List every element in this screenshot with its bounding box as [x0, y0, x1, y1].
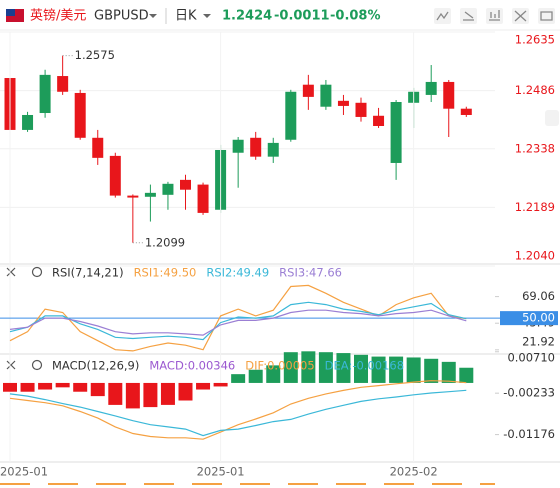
histogram-bar [90, 382, 105, 397]
candle-body [320, 84, 332, 107]
candle-body [180, 179, 191, 190]
x-tick-label: 2025-01 [197, 465, 245, 479]
candle-body [425, 81, 437, 95]
low-annotation: 1.2099 [145, 235, 185, 249]
histogram-bar [301, 351, 316, 383]
candle-body [285, 91, 297, 140]
candle-body [57, 76, 69, 92]
candle-body [302, 84, 314, 97]
histogram-bar [213, 382, 228, 387]
side-button[interactable] [545, 110, 559, 126]
legend-entry: DIF:0.00005 [245, 359, 314, 373]
histogram-bar [3, 382, 17, 392]
x-tick-label: 2025-01 [0, 465, 48, 479]
y-tick-label: 0.00710 [507, 351, 555, 365]
candle-body [250, 137, 262, 157]
candle-body [197, 184, 209, 213]
histogram-bar [38, 382, 53, 390]
histogram-bar [336, 353, 351, 383]
toolbar[interactable] [434, 8, 555, 24]
period[interactable]: 日K [175, 9, 197, 24]
legend-entry: RSI2:49.49 [206, 266, 269, 280]
symbol[interactable]: GBPUSD [94, 9, 149, 24]
candle-body [162, 183, 174, 195]
reference-label: 50.00 [522, 311, 555, 325]
candle-body [443, 81, 455, 109]
histogram-bar [108, 382, 123, 405]
y-tick-label: -0.01176 [503, 427, 555, 441]
candle-body [74, 92, 86, 138]
indicator-title: RSI(7,14,21) [52, 266, 124, 280]
y-tick-label: 1.2486 [515, 83, 555, 97]
histogram-bar [178, 382, 193, 401]
candle-body [373, 115, 385, 126]
candle-body [92, 137, 104, 158]
indicator-title: MACD(12,26,9) [52, 359, 139, 373]
series-line [9, 301, 467, 341]
histogram-bar [196, 382, 211, 390]
histogram-bar [125, 382, 140, 409]
candle-body [232, 139, 244, 153]
dropdown-arrow[interactable] [149, 14, 157, 18]
histogram-bar [389, 356, 404, 383]
change: -0.0011 [274, 9, 330, 24]
flag-icon [6, 9, 24, 22]
y-tick-label: 21.92 [522, 335, 555, 349]
dropdown-arrow[interactable] [203, 14, 211, 18]
histogram-bar [231, 374, 246, 383]
legend-entry: RSI1:49.50 [134, 266, 197, 280]
close-icon[interactable] [6, 360, 16, 370]
price: 1.2424 [222, 9, 272, 24]
candle-body [390, 102, 402, 163]
histogram-bar [143, 382, 158, 408]
settings-icon[interactable] [31, 266, 43, 278]
candle-body [144, 192, 156, 197]
y-tick-label: -0.00233 [503, 386, 555, 400]
y-tick-label: 1.2189 [515, 200, 555, 214]
histogram-bar [283, 352, 298, 383]
y-tick-label: 1.2338 [515, 141, 555, 155]
histogram-bar [441, 361, 456, 383]
legend-entry: RSI3:47.66 [279, 266, 342, 280]
legend-entry: MACD:0.00346 [149, 359, 235, 373]
candle-body [460, 108, 472, 115]
candle-body [109, 155, 121, 196]
close-icon[interactable] [6, 267, 16, 277]
pair-name[interactable]: 英镑/美元 [30, 8, 86, 24]
histogram-bar [20, 382, 35, 392]
candle-body [355, 102, 367, 117]
high-annotation: 1.2575 [75, 48, 115, 62]
histogram-bar [371, 356, 386, 383]
y-tick-label: 69.06 [522, 289, 555, 303]
y-tick-label: 1.2040 [515, 249, 555, 263]
candle-body [22, 114, 34, 130]
x-tick-label: 2025-02 [390, 465, 438, 479]
histogram-bar [55, 382, 70, 388]
series-line [9, 284, 467, 352]
histogram-bar [248, 369, 263, 383]
series-line [9, 380, 467, 440]
histogram-bar [73, 382, 88, 392]
legend-entry: DEA:-0.00168 [325, 359, 404, 373]
histogram-bar [459, 367, 474, 383]
settings-icon[interactable] [31, 359, 43, 371]
candle-body [337, 100, 349, 106]
y-tick-label: 1.2635 [515, 33, 555, 47]
histogram-bar [266, 365, 281, 383]
histogram-bar [406, 357, 421, 383]
histogram-bar [160, 382, 175, 405]
reference-label-box [500, 311, 558, 326]
change-pct: -0.08% [330, 9, 381, 24]
histogram-bar [354, 354, 368, 383]
series-line [9, 389, 467, 437]
candle-body [39, 74, 51, 114]
histogram-bar [318, 352, 333, 383]
series-line [9, 309, 467, 336]
candle-body [127, 195, 139, 198]
candle-body [267, 142, 279, 157]
histogram-bar [424, 358, 439, 383]
